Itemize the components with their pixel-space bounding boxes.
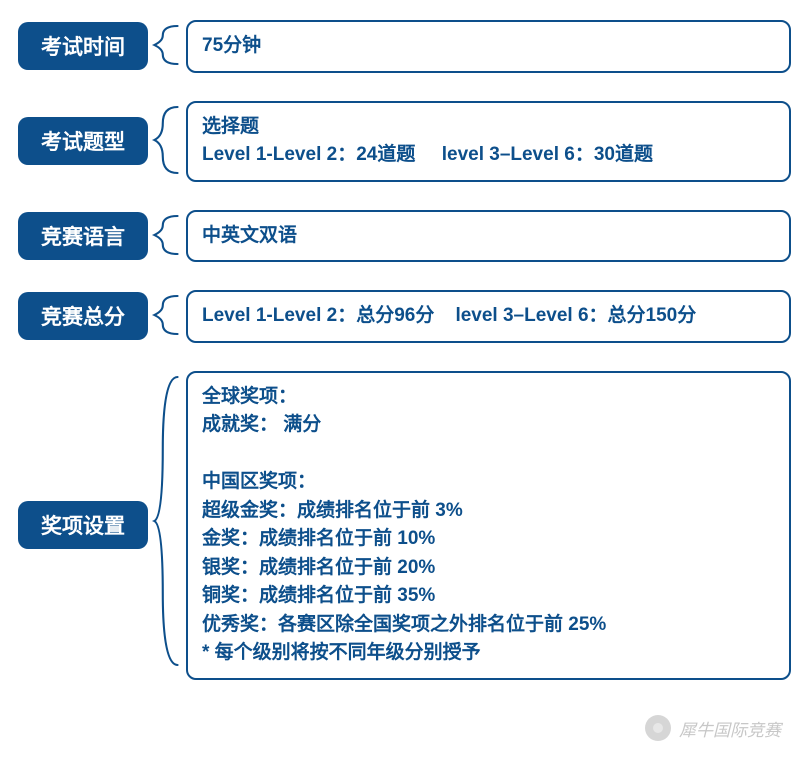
content-line: 优秀奖：各赛区除全国奖项之外排名位于前 25% bbox=[202, 611, 775, 640]
row-content: 75分钟 bbox=[186, 20, 791, 73]
watermark: 犀牛国际竞赛 bbox=[645, 715, 781, 741]
row-label: 竞赛总分 bbox=[18, 292, 148, 340]
row-content: 中英文双语 bbox=[186, 210, 791, 263]
wechat-icon bbox=[645, 715, 671, 741]
row-content: 选择题Level 1-Level 2：24道题 level 3–Level 6：… bbox=[186, 101, 791, 182]
content-line: 金奖：成绩排名位于前 10% bbox=[202, 525, 775, 554]
content-line: 全球奖项： bbox=[202, 383, 775, 412]
content-line: Level 1-Level 2：24道题 level 3–Level 6：30道… bbox=[202, 141, 775, 170]
content-line: 选择题 bbox=[202, 113, 775, 142]
content-line: 中英文双语 bbox=[202, 222, 775, 251]
content-line: 银奖：成绩排名位于前 20% bbox=[202, 554, 775, 583]
brace-icon bbox=[148, 371, 186, 671]
content-line: 超级金奖：成绩排名位于前 3% bbox=[202, 497, 775, 526]
content-line: Level 1-Level 2：总分96分 level 3–Level 6：总分… bbox=[202, 302, 775, 331]
brace-icon bbox=[148, 210, 186, 260]
watermark-text: 犀牛国际竞赛 bbox=[679, 716, 781, 741]
info-row: 竞赛总分 Level 1-Level 2：总分96分 level 3–Level… bbox=[18, 290, 791, 343]
content-line: 75分钟 bbox=[202, 32, 775, 61]
row-label: 考试题型 bbox=[18, 117, 148, 165]
info-row: 考试题型 选择题Level 1-Level 2：24道题 level 3–Lev… bbox=[18, 101, 791, 182]
info-row: 竞赛语言 中英文双语 bbox=[18, 210, 791, 263]
info-row: 考试时间 75分钟 bbox=[18, 20, 791, 73]
row-label: 奖项设置 bbox=[18, 501, 148, 549]
brace-icon bbox=[148, 20, 186, 70]
row-content: Level 1-Level 2：总分96分 level 3–Level 6：总分… bbox=[186, 290, 791, 343]
content-line: 中国区奖项： bbox=[202, 468, 775, 497]
content-line: 铜奖：成绩排名位于前 35% bbox=[202, 582, 775, 611]
row-content: 全球奖项：成就奖： 满分 中国区奖项：超级金奖：成绩排名位于前 3%金奖：成绩排… bbox=[186, 371, 791, 680]
brace-icon bbox=[148, 101, 186, 179]
row-label: 考试时间 bbox=[18, 22, 148, 70]
brace-icon bbox=[148, 290, 186, 340]
content-line: 成就奖： 满分 bbox=[202, 411, 775, 440]
content-line bbox=[202, 440, 775, 469]
row-label: 竞赛语言 bbox=[18, 212, 148, 260]
info-row: 奖项设置 全球奖项：成就奖： 满分 中国区奖项：超级金奖：成绩排名位于前 3%金… bbox=[18, 371, 791, 680]
content-line: * 每个级别将按不同年级分别授予 bbox=[202, 639, 775, 668]
